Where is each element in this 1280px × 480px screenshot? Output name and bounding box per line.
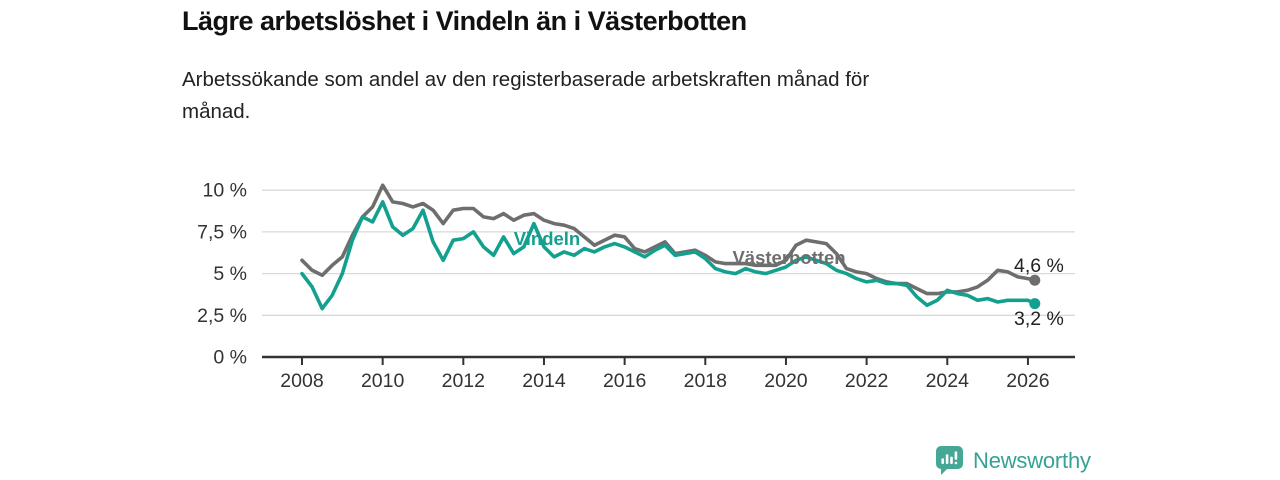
y-tick-label: 0 % bbox=[213, 347, 247, 369]
x-tick-label: 2010 bbox=[361, 370, 405, 392]
x-tick-label: 2014 bbox=[522, 370, 566, 392]
logo-bubble-shape bbox=[936, 446, 963, 475]
x-tick-label: 2020 bbox=[764, 370, 808, 392]
end-value-label-vindeln: 3,2 % bbox=[1014, 308, 1064, 330]
chart-title: Lägre arbetslöshet i Vindeln än i Väster… bbox=[182, 6, 747, 36]
x-tick-label: 2012 bbox=[442, 370, 485, 392]
series-line-vindeln bbox=[300, 200, 1037, 311]
x-tick-label: 2008 bbox=[280, 370, 323, 392]
x-tick-label: 2022 bbox=[845, 370, 888, 392]
series-line-vasterbotten bbox=[300, 183, 1037, 296]
brand-footer: Newsworthy bbox=[936, 446, 1091, 476]
chart-subtitle: Arbetssökande som andel av den registerb… bbox=[182, 64, 869, 127]
x-tick-label: 2018 bbox=[684, 370, 727, 392]
y-tick-label: 5 % bbox=[213, 263, 247, 285]
y-tick-label: 10 % bbox=[203, 180, 247, 202]
chart-subtitle-line-2: månad. bbox=[182, 99, 251, 123]
x-tick-label: 2026 bbox=[1006, 370, 1049, 392]
x-tick-label: 2024 bbox=[926, 370, 970, 392]
x-tick-label: 2016 bbox=[603, 370, 646, 392]
y-tick-label: 2,5 % bbox=[197, 305, 247, 327]
brand-name: Newsworthy bbox=[973, 448, 1091, 473]
series-label-vasterbotten: Västerbotten bbox=[732, 247, 845, 268]
series-end-dot-vindeln bbox=[1029, 298, 1041, 310]
logo-bars-glyph bbox=[941, 451, 958, 465]
series-end-dot-vasterbotten bbox=[1029, 274, 1041, 286]
series-label-vindeln: Vindeln bbox=[514, 228, 580, 249]
newsworthy-logo-icon bbox=[936, 446, 963, 475]
y-tick-label: 7,5 % bbox=[197, 221, 247, 243]
end-value-label-vasterbotten: 4,6 % bbox=[1014, 255, 1064, 277]
chart-subtitle-line-1: Arbetssökande som andel av den registerb… bbox=[182, 68, 870, 91]
